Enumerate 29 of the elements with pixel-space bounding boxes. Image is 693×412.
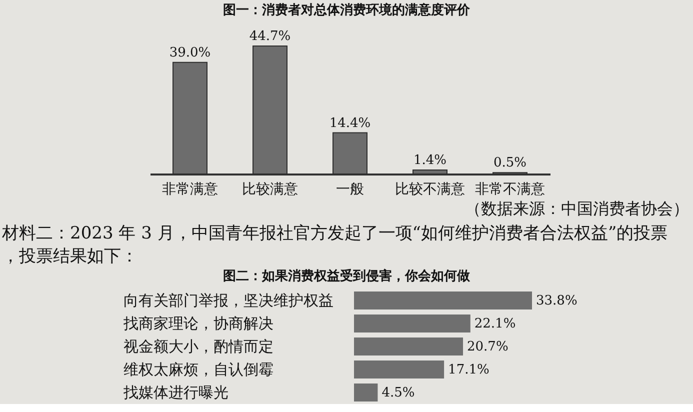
data-label: 4.5% <box>382 386 415 400</box>
data-label: 33.8% <box>536 294 578 308</box>
y-tick-label: 视金额大小，酌情而定 <box>124 338 274 356</box>
y-tick-label: 维权太麻烦，自认倒霉 <box>124 360 274 378</box>
bar <box>354 314 470 332</box>
bar <box>354 292 532 310</box>
x-tick-label: 非常不满意 <box>475 182 545 198</box>
bar <box>354 338 464 356</box>
bar <box>354 384 378 402</box>
data-label: 20.7% <box>467 340 508 354</box>
bar <box>354 360 444 378</box>
x-tick-label: 非常满意 <box>162 182 218 198</box>
data-label: 0.5% <box>493 156 527 171</box>
data-label: 17.1% <box>448 362 490 378</box>
chart-title: 图二：如果消费权益受到侵害，你会如何做 <box>223 268 471 284</box>
y-tick-label: 找媒体进行曝光 <box>122 384 228 402</box>
x-tick-label: 比较满意 <box>242 182 298 198</box>
data-label: 22.1% <box>474 316 516 332</box>
data-label: 44.7% <box>249 29 291 44</box>
y-tick-label: 找商家理论，协商解决 <box>122 314 274 332</box>
data-label: 14.4% <box>329 116 371 131</box>
x-tick-label: 一般 <box>336 182 364 198</box>
data-label: 39.0% <box>169 45 211 60</box>
text: 材料二：2023 年 3 月，中国青年报社官方发起了一项“如何维护消费者合法权益”的投票，投票结果如下： <box>1 224 668 266</box>
text: （数据来源：中国消费者协会） <box>465 199 689 218</box>
y-tick-label: 向有关部门举报，坚决维护权益 <box>124 292 334 310</box>
data-label: 1.4% <box>413 152 447 168</box>
chart-title: 图一：消费者对总体消费环境的满意度评价 <box>223 2 471 18</box>
x-tick-label: 比较不满意 <box>395 182 465 198</box>
